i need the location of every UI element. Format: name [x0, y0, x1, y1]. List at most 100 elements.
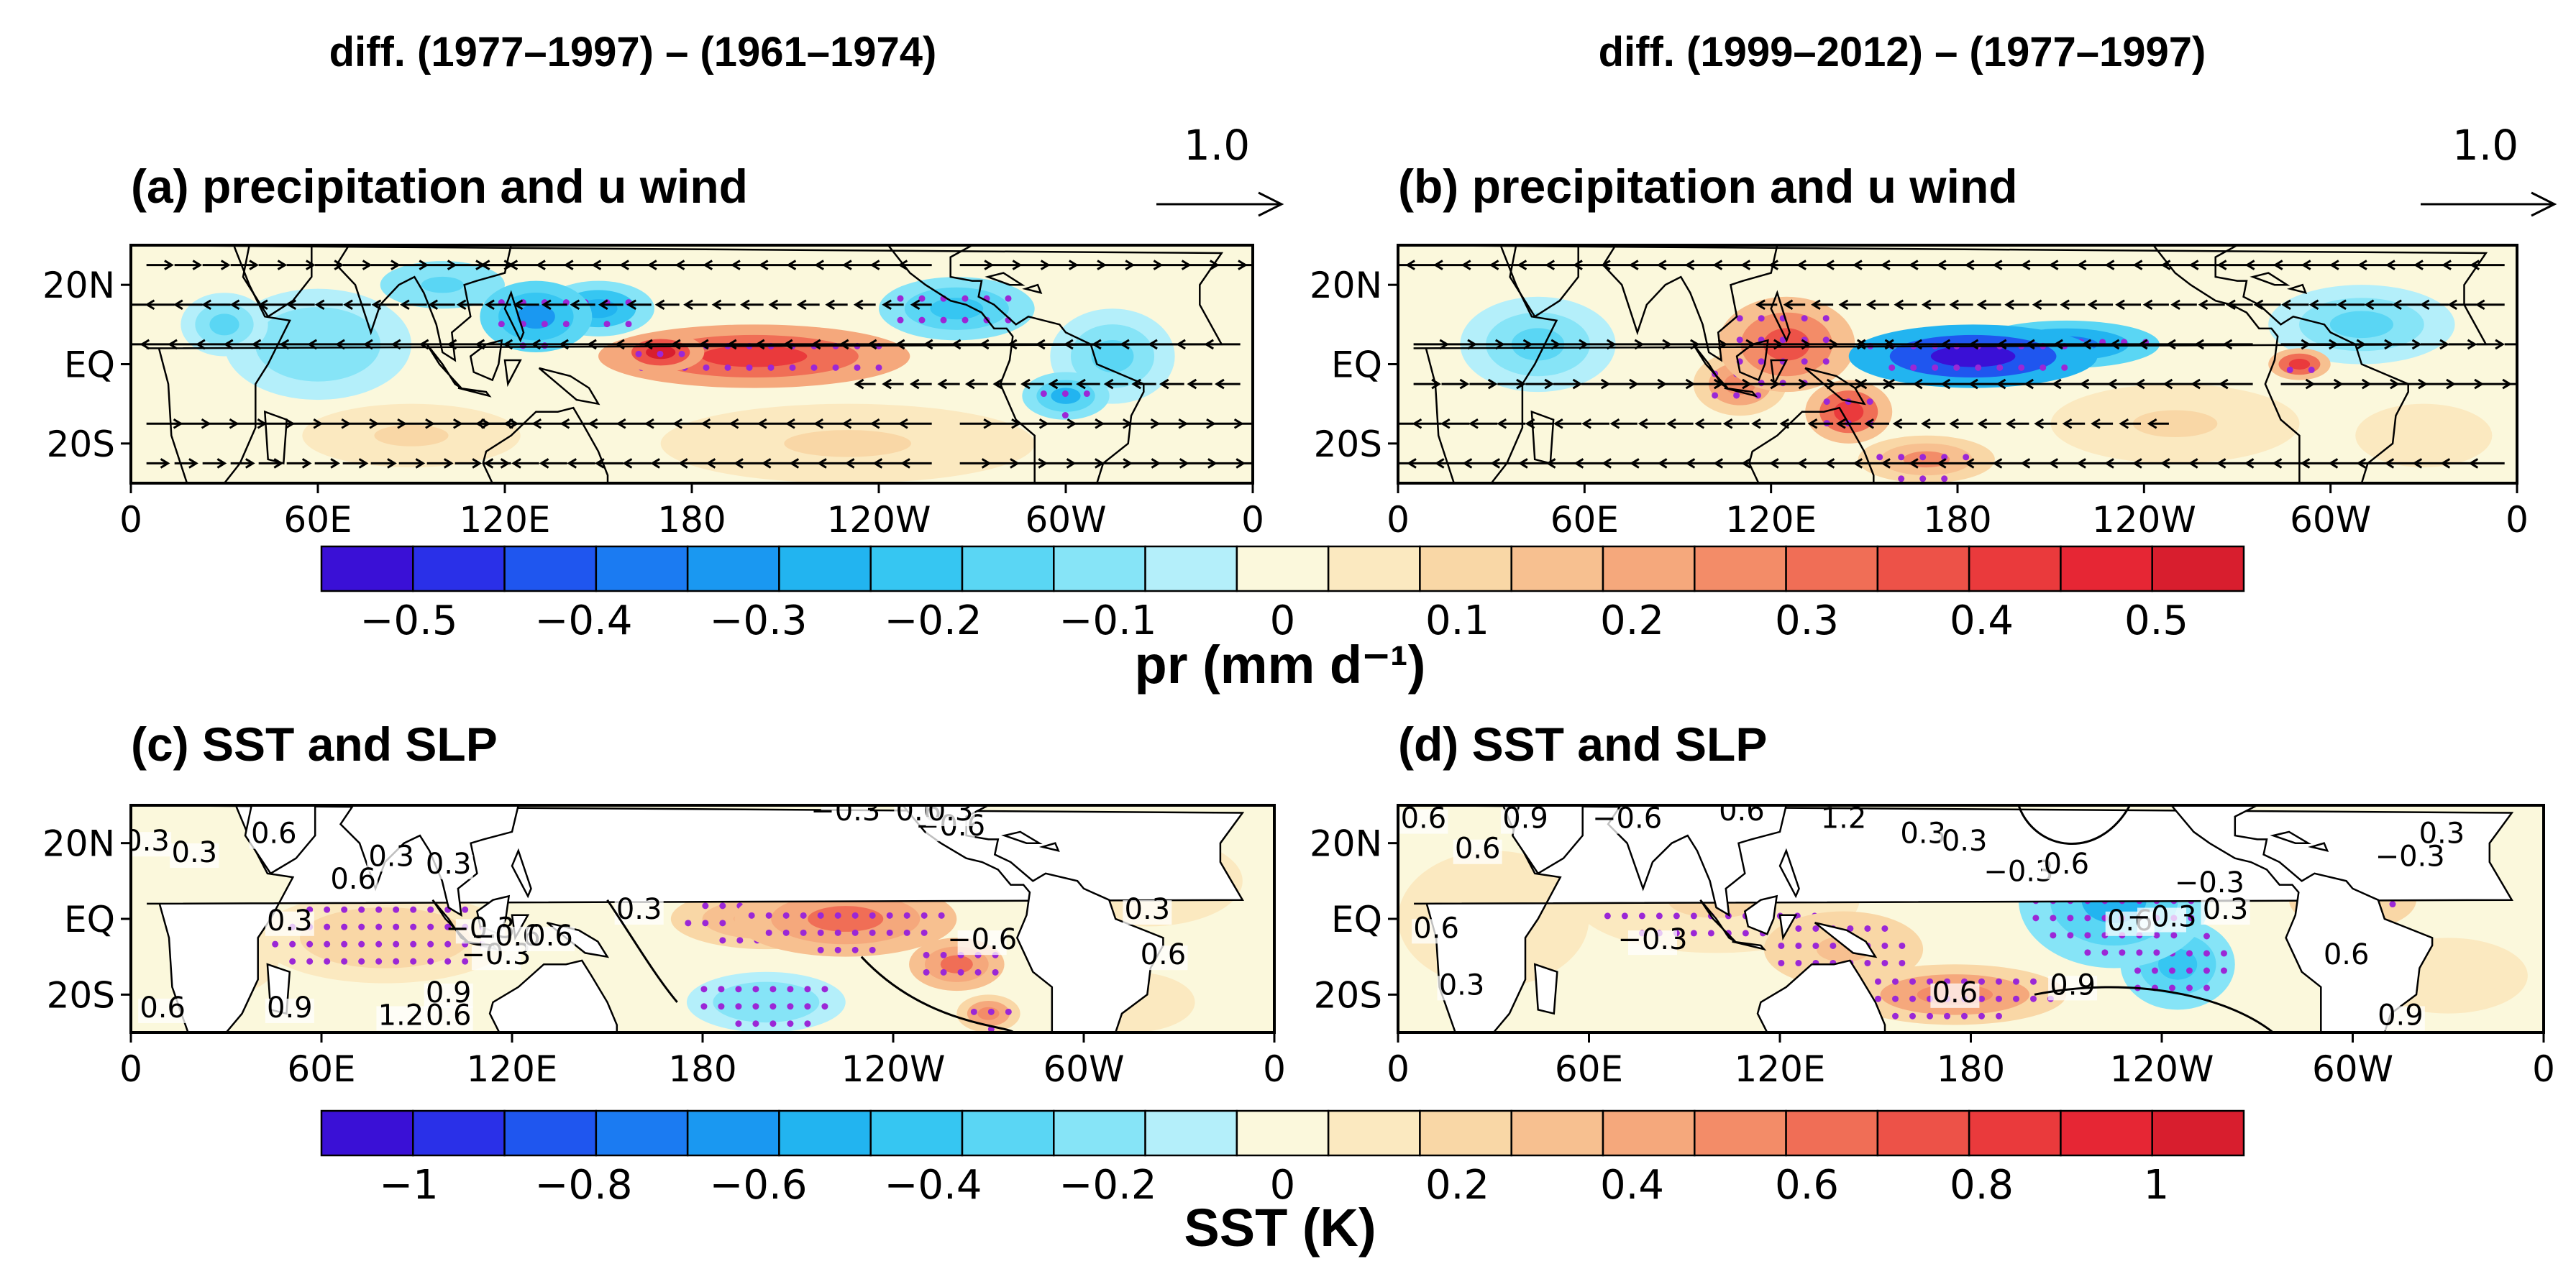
wind-vector	[1413, 378, 1441, 390]
wind-vector	[882, 299, 904, 311]
wind-vector	[964, 378, 988, 390]
wind-vector	[622, 458, 652, 469]
significance-dot	[2203, 984, 2210, 991]
significance-dot	[789, 364, 796, 371]
significance-dot	[2136, 949, 2143, 956]
slp-contour-label: 0.6	[527, 920, 573, 953]
colorbar-tick-label: 0.5	[2124, 597, 2188, 644]
significance-dot	[804, 1003, 811, 1010]
wind-vector	[1857, 378, 1889, 390]
wind-vector	[230, 260, 259, 270]
wind-vector	[1996, 378, 2029, 390]
colorbar-swatch	[1785, 545, 1879, 592]
wind-vector	[258, 299, 287, 311]
significance-dot	[1758, 358, 1765, 365]
significance-dot	[817, 929, 824, 936]
y-tick-label: 20S	[47, 974, 115, 1016]
wind-vector	[1864, 418, 1889, 429]
wind-vector	[426, 458, 454, 469]
significance-dot	[2119, 949, 2126, 956]
significance-dot	[1996, 978, 2002, 985]
wind-vector	[2087, 299, 2114, 311]
wind-vector	[370, 260, 401, 270]
colorbar-tick-label: 0.4	[1600, 1162, 1664, 1209]
wind-vector	[314, 458, 340, 469]
wind-vector	[1131, 378, 1156, 390]
slp-contour-label: 0.6	[1719, 794, 1765, 828]
significance-dot	[735, 986, 742, 993]
panel-b-title: (b) precipitation and u wind	[1398, 160, 2018, 213]
significance-dot	[2050, 915, 2057, 922]
significance-dot	[2168, 984, 2175, 991]
wind-vector	[677, 458, 708, 469]
wind-vector	[370, 458, 397, 469]
anomaly-shading	[930, 298, 984, 320]
wind-vector	[1609, 378, 1639, 390]
significance-dot	[1005, 295, 1012, 302]
colorbar-tick-label: −0.2	[885, 597, 982, 644]
wind-vector	[2119, 418, 2142, 429]
wind-vector	[1949, 299, 1973, 311]
wind-vector	[1779, 418, 1806, 429]
colorbar-swatch	[1327, 545, 1421, 592]
colorbar-tick-label: −0.3	[710, 597, 808, 644]
slp-contour-label: 0.6	[1413, 912, 1459, 945]
wind-vector	[229, 299, 259, 311]
wind-vector	[1885, 378, 1917, 390]
wind-vector	[1865, 299, 1889, 311]
wind-vector	[1835, 418, 1862, 429]
wind-vector	[2053, 339, 2086, 350]
wind-vector	[258, 260, 288, 270]
significance-dot	[718, 1003, 725, 1010]
contour-label-bg	[1930, 983, 1980, 1008]
x-tick-label: 120W	[841, 1048, 946, 1090]
y-tick-label: EQ	[64, 344, 115, 386]
significance-dot	[875, 364, 882, 371]
contour-label-bg	[138, 998, 188, 1023]
significance-dot	[923, 968, 930, 976]
wind-vector	[1968, 339, 2001, 350]
significance-dot	[657, 350, 664, 357]
contour-label-bg	[424, 983, 473, 1008]
wind-vector	[343, 299, 371, 311]
slp-contour-label: 0.3	[124, 825, 170, 858]
colorbar-swatch	[961, 1109, 1055, 1157]
coastline	[2170, 805, 2434, 1032]
colorbar-swatch	[961, 545, 1055, 592]
colorbar-tick-label: −0.8	[535, 1162, 633, 1209]
significance-dot	[1707, 930, 1714, 937]
wind-vector	[796, 299, 820, 311]
wind-vector	[761, 458, 792, 469]
colorbar-tick-label: 0.4	[1950, 597, 2014, 644]
slp-contour-label: 0.6	[140, 991, 186, 1025]
wind-vector	[619, 260, 652, 270]
wind-vector	[1722, 418, 1750, 429]
wind-vector	[1855, 339, 1889, 350]
significance-dot	[2030, 995, 2037, 1002]
significance-dot	[787, 1003, 794, 1010]
wind-vector	[398, 458, 426, 469]
wind-vector	[2222, 339, 2253, 350]
column-title-left: diff. (1977–1997) – (1961–1974)	[329, 29, 937, 75]
wind-vector	[314, 299, 343, 311]
colorbar-swatch	[412, 1109, 506, 1157]
x-tick-label: 60E	[1550, 499, 1619, 541]
contour-label-bg	[376, 1006, 426, 1031]
wind-vector	[2147, 418, 2169, 429]
significance-dot	[736, 937, 744, 944]
wind-vector	[909, 378, 932, 390]
contour-label-bg	[1628, 930, 1677, 956]
significance-dot	[427, 958, 434, 965]
wind-vector	[342, 260, 373, 270]
significance-dot	[2203, 933, 2210, 940]
x-tick-label: 60W	[1025, 499, 1106, 541]
contour-label-bg	[1453, 839, 1502, 864]
x-tick-label: 60E	[287, 1048, 355, 1090]
wind-vector	[1440, 418, 1470, 429]
slp-contour-label: 0.9	[426, 976, 472, 1009]
slp-contour-label: −0.3	[2375, 840, 2445, 873]
significance-dot	[918, 295, 926, 302]
contour-label-bg	[1602, 809, 1652, 834]
wind-vector	[2170, 299, 2197, 311]
wind-vector	[740, 299, 764, 311]
